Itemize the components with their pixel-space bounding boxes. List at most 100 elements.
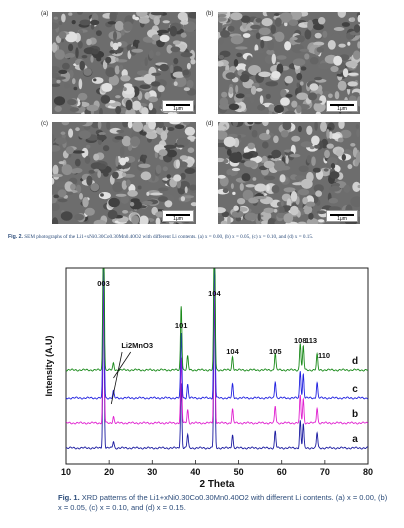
sem-particle <box>218 125 227 131</box>
sem-particle <box>79 60 85 71</box>
sem-particle <box>271 185 280 194</box>
sem-particle <box>297 125 302 133</box>
xrd-series-a <box>65 277 369 450</box>
sem-particle <box>119 157 126 166</box>
sem-particle <box>187 135 196 141</box>
sem-particle <box>179 180 190 190</box>
sem-particle <box>308 212 314 220</box>
sem-particle <box>141 131 147 136</box>
sem-particle <box>184 186 188 194</box>
sem-particle <box>97 170 102 178</box>
sem-particle <box>228 86 234 95</box>
sem-particle <box>72 78 76 85</box>
sem-particle <box>98 163 107 170</box>
sem-particle <box>219 176 229 187</box>
sem-particle <box>250 24 261 30</box>
sem-particle <box>93 78 97 82</box>
sem-particle <box>174 124 185 130</box>
sem-image-d <box>218 122 360 224</box>
sem-texture <box>52 12 196 114</box>
sem-particle <box>93 219 106 224</box>
sem-particle <box>273 208 278 213</box>
panel-label-d: (d) <box>206 121 214 127</box>
sem-particle <box>113 31 117 41</box>
sem-particle <box>304 29 312 40</box>
sem-particle <box>324 149 330 159</box>
sem-particle <box>347 41 351 46</box>
sem-particle <box>267 218 275 224</box>
sem-particle <box>186 62 191 70</box>
sem-particle <box>93 153 100 161</box>
sem-particle <box>350 143 356 147</box>
sem-particle <box>119 212 133 216</box>
sem-particle <box>127 190 138 197</box>
sem-particle <box>253 50 265 54</box>
sem-particle <box>182 122 191 125</box>
sem-particle <box>263 175 276 181</box>
sem-particle <box>326 157 338 166</box>
sem-particle <box>314 32 322 39</box>
sem-particle <box>52 177 55 185</box>
sem-particle <box>57 189 67 198</box>
sem-particle <box>162 20 170 24</box>
sem-particle <box>284 75 294 84</box>
sem-particle <box>114 65 120 75</box>
sem-particle <box>266 49 275 55</box>
sem-particle <box>101 82 113 92</box>
sem-particle <box>175 159 180 169</box>
sem-particle <box>136 12 148 17</box>
sem-particle <box>75 47 79 59</box>
x-tick-label: 70 <box>320 467 330 477</box>
sem-particle <box>329 185 341 192</box>
sem-particle <box>166 44 173 54</box>
sem-particle <box>218 61 224 67</box>
sem-particle <box>131 215 140 224</box>
sem-particle <box>297 221 307 224</box>
sem-particle <box>218 37 225 45</box>
peak-label: 101 <box>175 321 188 330</box>
sem-particle <box>341 154 346 161</box>
fig2-caption-text: SEM photographs of the Li1+xNi0.30Co0.30… <box>24 234 314 240</box>
annotation-arrow <box>110 351 123 405</box>
peak-label: 108 <box>294 336 307 345</box>
sem-particle <box>170 46 181 53</box>
sem-particle <box>233 59 239 67</box>
xrd-series-c <box>65 268 369 400</box>
x-tick-label: 80 <box>363 467 373 477</box>
sem-particle <box>162 125 166 131</box>
sem-particle <box>246 55 253 63</box>
sem-particle <box>274 104 284 114</box>
fig1-caption-text: XRD patterns of the Li1+xNi0.30Co0.30Mn0… <box>58 493 388 512</box>
sem-texture <box>218 122 360 224</box>
sem-particle <box>336 73 345 77</box>
sem-particle <box>260 210 272 221</box>
sem-particle <box>74 158 81 167</box>
sem-particle <box>306 125 313 135</box>
sem-particle <box>274 13 280 16</box>
sem-particle <box>357 14 360 23</box>
sem-particle <box>157 85 165 93</box>
sem-particle <box>345 60 358 68</box>
sem-particle <box>338 137 344 143</box>
sem-particle <box>293 35 305 43</box>
sem-particle <box>162 166 168 172</box>
fig1-caption-prefix: Fig. 1. <box>58 493 80 502</box>
sem-particle <box>186 79 194 89</box>
sem-particle <box>270 24 276 34</box>
sem-particle <box>233 205 239 211</box>
xrd-series-d <box>65 268 369 372</box>
sem-particle <box>177 12 188 21</box>
sem-particle <box>279 12 293 23</box>
scale-bar-b: 1μm <box>326 100 358 112</box>
sem-particle <box>288 19 299 26</box>
sem-particle <box>116 129 125 133</box>
scale-bar-c: 1μm <box>162 210 194 222</box>
sem-particle <box>315 190 322 197</box>
sem-particle <box>172 40 181 45</box>
sem-particle <box>155 217 161 224</box>
sem-particle <box>309 57 319 65</box>
sem-particle <box>260 39 265 49</box>
sem-particle <box>299 48 310 52</box>
sem-particle <box>53 194 59 199</box>
sem-particle <box>290 191 298 202</box>
